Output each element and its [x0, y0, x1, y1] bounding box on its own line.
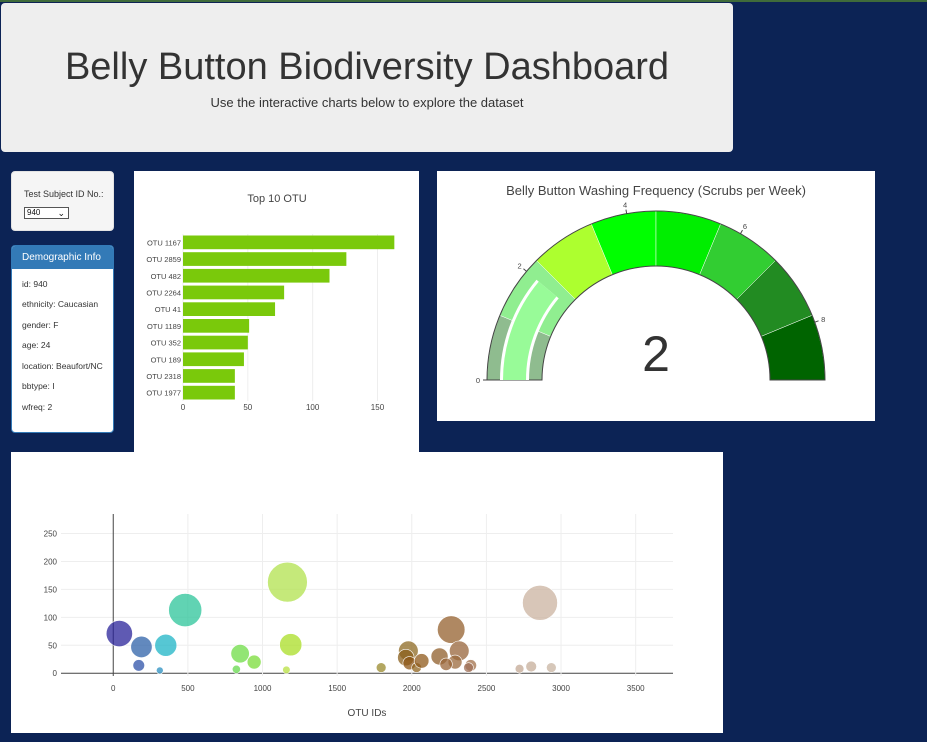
subject-selector-label: Test Subject ID No.:: [24, 189, 104, 199]
gauge-value: 2: [642, 326, 670, 382]
gauge-title: Belly Button Washing Frequency (Scrubs p…: [506, 183, 806, 198]
bubble-mark[interactable]: [130, 635, 153, 658]
bar-chart-card: Top 10 OTU OTU 1167 OTU 2859 OTU 482 OTU 22…: [134, 171, 419, 454]
bar-mark[interactable]: [183, 235, 395, 250]
bubble-mark[interactable]: [156, 666, 164, 675]
bubble-mark[interactable]: [375, 662, 387, 673]
bubble-mark[interactable]: [105, 620, 133, 647]
bar-y-tick-label: OTU 1977: [146, 389, 181, 398]
bubble-y-tick-label: 50: [48, 641, 57, 650]
bubble-x-tick-label: 500: [181, 684, 195, 693]
gauge-tick-label: 2: [518, 262, 522, 271]
bubble-x-axis-title: OTU IDs: [348, 708, 387, 719]
bubble-x-tick-label: 1500: [328, 684, 346, 693]
demographic-panel: Demographic Info id: 940 ethnicity: Cauc…: [11, 245, 114, 433]
bar-y-tick-label: OTU 352: [151, 339, 181, 348]
bubble-mark[interactable]: [282, 665, 291, 674]
gauge-value-bar: [503, 281, 557, 380]
page-subtitle: Use the interactive charts below to expl…: [210, 94, 524, 110]
bubble-x-tick-label: 3000: [552, 684, 570, 693]
bubble-mark[interactable]: [525, 660, 537, 673]
otu-bubble-chart: 0 500 1000 1500 2000 2500 3000 3500 0 50 100 150 20…: [44, 514, 673, 719]
bar-x-tick-label: 50: [243, 403, 252, 412]
bubble-y-tick-label: 150: [44, 585, 58, 594]
bar-y-tick-label: OTU 482: [151, 272, 181, 281]
bubble-mark[interactable]: [230, 644, 250, 664]
subject-id-select[interactable]: 940 ⌄: [24, 207, 69, 219]
demographic-panel-body: id: 940 ethnicity: Caucasian gender: F a…: [12, 269, 113, 413]
bubble-mark[interactable]: [132, 659, 145, 672]
chevron-down-icon: ⌄: [57, 208, 65, 218]
bar-x-tick-label: 100: [306, 403, 320, 412]
bar-mark[interactable]: [183, 268, 330, 283]
bubble-mark[interactable]: [279, 633, 303, 657]
gauge-tick: [523, 268, 527, 272]
demo-location: location: Beaufort/NC: [22, 360, 103, 371]
bubble-mark[interactable]: [437, 615, 466, 644]
bubble-y-tick-label: 200: [44, 557, 58, 566]
bar-mark[interactable]: [183, 335, 248, 350]
bar-x-tick-label: 150: [371, 403, 385, 412]
bubble-y-tick-label: 250: [44, 530, 58, 539]
bubble-mark[interactable]: [267, 561, 308, 603]
gauge-outline: [486, 210, 826, 381]
demo-ethnicity: ethnicity: Caucasian: [22, 299, 99, 310]
bubble-mark[interactable]: [154, 633, 178, 657]
bubble-y-tick-label: 100: [44, 613, 58, 622]
wash-frequency-gauge: Belly Button Washing Frequency (Scrubs p…: [476, 183, 826, 385]
bar-y-tick-label: OTU 2264: [146, 288, 181, 297]
demo-gender: gender: F: [22, 319, 59, 330]
demo-age: age: 24: [22, 340, 51, 351]
demo-id: id: 940: [22, 279, 48, 289]
bubble-x-tick-label: 3500: [627, 684, 645, 693]
bar-y-tick-label: OTU 1167: [147, 238, 181, 247]
bar-mark[interactable]: [183, 352, 244, 367]
bubble-x-tick-label: 2000: [403, 684, 421, 693]
bubble-mark[interactable]: [546, 662, 557, 673]
bubble-x-tick-label: 0: [111, 684, 116, 693]
bar-mark[interactable]: [183, 302, 276, 316]
bar-y-tick-label: OTU 2859: [146, 255, 181, 264]
subject-id-value: 940: [27, 208, 41, 217]
bar-y-tick-label: OTU 2318: [146, 372, 181, 381]
bar-mark[interactable]: [183, 319, 250, 333]
bubble-mark[interactable]: [246, 654, 262, 670]
demo-wfreq: wfreq: 2: [22, 401, 53, 412]
bubble-x-tick-label: 1000: [254, 684, 272, 693]
page-title: Belly Button Biodiversity Dashboard: [64, 46, 670, 88]
bubble-x-tick-label: 2500: [478, 684, 496, 693]
bar-chart-title: Top 10 OTU: [247, 193, 306, 205]
bar-mark[interactable]: [183, 369, 235, 383]
gauge-tick: [814, 320, 819, 323]
bubble-chart-card: 0 500 1000 1500 2000 2500 3000 3500 0 50 100 150 20…: [11, 452, 723, 733]
gauge-tick-label: 4: [623, 201, 627, 210]
gauge-chart-card: Belly Button Washing Frequency (Scrubs p…: [437, 171, 875, 421]
bar-mark[interactable]: [183, 385, 235, 400]
bar-y-tick-label: OTU 1189: [147, 322, 181, 331]
gauge-tick-label: 6: [743, 222, 747, 231]
bubble-y-tick-label: 0: [53, 669, 58, 678]
bar-y-tick-label: OTU 41: [155, 305, 181, 314]
bar-y-tick-label: OTU 189: [151, 355, 181, 364]
gauge-tick-label: 0: [476, 376, 480, 385]
gauge-tick: [740, 229, 743, 234]
bubble-mark[interactable]: [514, 664, 525, 674]
gauge-tick-label: 8: [821, 315, 825, 324]
top10-bar-chart: Top 10 OTU OTU 1167 OTU 2859 OTU 482 OTU 22…: [146, 193, 395, 412]
bar-mark[interactable]: [183, 252, 347, 266]
bar-mark[interactable]: [183, 285, 285, 300]
demographic-panel-title: Demographic Info: [12, 246, 113, 269]
bar-x-tick-label: 0: [181, 403, 186, 412]
bubble-mark[interactable]: [463, 662, 474, 673]
subject-selector-box: Test Subject ID No.: 940 ⌄: [11, 171, 114, 231]
top-accent-line: [0, 0, 927, 2]
bubble-mark[interactable]: [231, 664, 241, 674]
header-banner: Belly Button Biodiversity Dashboard Use …: [1, 3, 733, 152]
bubble-mark[interactable]: [168, 593, 203, 627]
bubble-mark[interactable]: [522, 585, 558, 621]
demo-bbtype: bbtype: I: [22, 381, 55, 392]
gauge-tick: [625, 209, 628, 214]
bubble-mark[interactable]: [439, 657, 453, 671]
bubble-mark[interactable]: [414, 653, 430, 669]
